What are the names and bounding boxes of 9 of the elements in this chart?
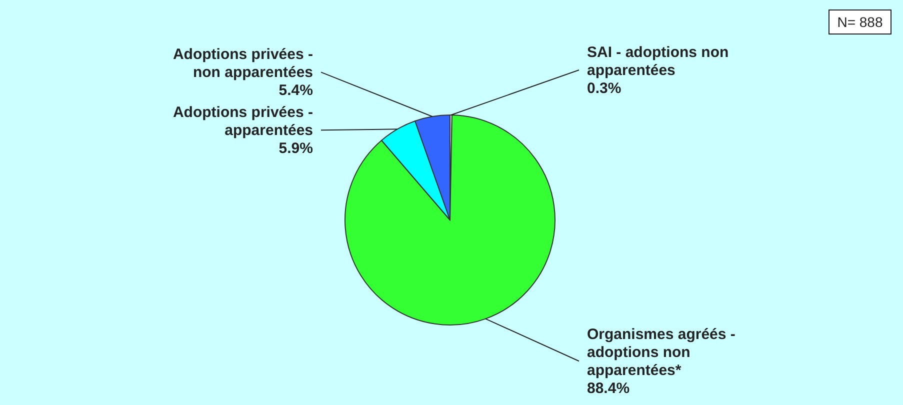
data-label: 88.4% (587, 380, 630, 398)
data-label: 5.4% (278, 82, 313, 100)
data-label: 0.3% (587, 80, 622, 98)
text: N= 888 (837, 14, 883, 30)
slice-label: SAI - adoptions non apparentées (587, 44, 729, 80)
slice-label: Adoptions privées - apparentées (172, 104, 313, 140)
slice-label: Adoptions privées - non apparentées (172, 46, 313, 82)
slice-label: Organismes agréés - adoptions non apparentées* (587, 326, 736, 380)
data-label: 5.9% (278, 140, 313, 158)
